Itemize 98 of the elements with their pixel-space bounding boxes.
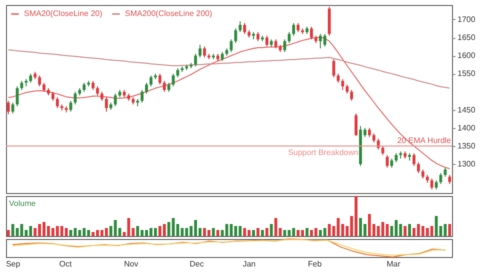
candlestick — [145, 82, 148, 94]
line-series — [8, 49, 450, 89]
bar — [265, 228, 268, 236]
annotation: 20 EMA Hurdle — [397, 136, 452, 146]
x-tick-label: Jan — [242, 260, 256, 268]
candlestick — [150, 75, 152, 87]
candlestick — [194, 53, 198, 67]
y-tick-label: 1550 — [458, 69, 476, 78]
bar — [60, 226, 64, 236]
bar — [34, 228, 37, 236]
bar — [274, 218, 278, 236]
candlestick — [296, 22, 300, 33]
bar — [404, 226, 407, 236]
candlestick — [29, 73, 32, 84]
x-tick-label: Nov — [124, 260, 138, 268]
candlestick — [372, 132, 376, 143]
bar — [256, 228, 260, 236]
candlestick — [92, 80, 94, 90]
candlestick — [158, 73, 162, 86]
bar — [306, 228, 308, 236]
candlestick — [51, 91, 54, 102]
y-tick-label: 1300 — [458, 160, 476, 169]
candlestick — [203, 46, 206, 58]
candlestick — [56, 96, 59, 109]
x-tick-label: Sep — [6, 260, 21, 268]
candlestick — [82, 82, 86, 92]
candlestick — [38, 75, 41, 87]
candlestick — [167, 82, 170, 92]
candlestick — [310, 26, 313, 40]
candlestick — [198, 44, 202, 58]
bar — [260, 230, 264, 236]
bar — [167, 222, 170, 236]
candlestick — [350, 89, 354, 102]
candlestick — [114, 93, 117, 107]
candlestick — [256, 32, 260, 42]
candlestick — [421, 169, 424, 180]
y-tick-label: 1650 — [458, 33, 476, 42]
y-tick-label: 1700 — [458, 14, 476, 24]
candlestick — [430, 178, 434, 190]
candlestick — [292, 22, 296, 36]
bar — [376, 226, 380, 236]
candlestick — [323, 33, 326, 48]
candlestick — [162, 80, 166, 92]
bar — [288, 230, 291, 236]
bar — [323, 228, 326, 236]
bar — [78, 230, 82, 236]
bar — [430, 226, 434, 236]
bar — [180, 228, 184, 236]
bar — [6, 230, 10, 236]
bar — [314, 228, 318, 236]
candlestick — [238, 20, 242, 33]
candlestick — [100, 91, 104, 102]
bar — [252, 230, 255, 236]
y-tick-label: 1400 — [458, 123, 476, 132]
candlestick — [140, 89, 144, 104]
candlestick — [412, 152, 416, 166]
bar — [136, 226, 140, 236]
candlestick — [288, 32, 291, 44]
candlestick — [104, 96, 108, 112]
legend-label: SMA20(CloseLine 20) — [24, 9, 103, 18]
candlestick — [341, 78, 344, 90]
candlestick — [346, 84, 349, 94]
candlestick — [96, 86, 99, 96]
bar — [162, 224, 166, 236]
candlestick — [417, 162, 420, 174]
candlestick — [265, 35, 268, 48]
y-tick-label: 1350 — [458, 142, 476, 150]
x-tick-label: Mar — [386, 260, 401, 268]
bar — [104, 228, 108, 236]
x-tick-label: Oct — [59, 260, 73, 268]
bar — [234, 226, 238, 236]
bar — [212, 228, 215, 236]
y-tick-label: 1600 — [458, 51, 476, 60]
x-tick-label: Feb — [308, 260, 322, 268]
candlestick — [368, 127, 371, 138]
bar — [448, 224, 452, 236]
candlestick — [394, 152, 398, 163]
bar — [270, 224, 273, 236]
candlestick — [448, 174, 452, 184]
bar — [114, 220, 117, 236]
bar — [408, 224, 411, 236]
bar — [207, 230, 210, 236]
y-tick-label: 1450 — [458, 105, 476, 114]
bar — [394, 220, 398, 236]
candlestick — [6, 100, 10, 115]
candlestick — [243, 22, 246, 34]
bar — [216, 230, 220, 236]
legend-label: SMA200(CloseLine 200) — [125, 9, 212, 18]
x-tick-label: Dec — [190, 260, 204, 268]
candlestick — [220, 52, 224, 62]
candlestick — [274, 38, 278, 49]
candlestick — [354, 112, 358, 136]
chart-title: Volume — [9, 199, 36, 208]
candlestick — [42, 82, 46, 92]
ref-line-label: Support Breakdown — [288, 148, 358, 157]
candlestick — [234, 28, 238, 44]
bar — [296, 230, 300, 236]
bar — [243, 228, 246, 236]
